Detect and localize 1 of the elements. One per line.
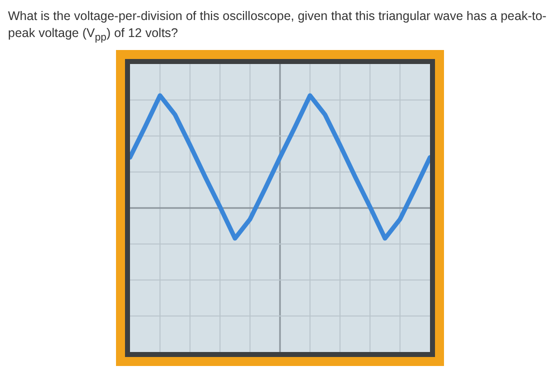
chart-title: What is the voltage-per-division of this oscilloscope, given that this triangular wave has a peak-to-peak voltage (V$_{pp}$) of 12 volts? bbox=[8, 8, 548, 46]
